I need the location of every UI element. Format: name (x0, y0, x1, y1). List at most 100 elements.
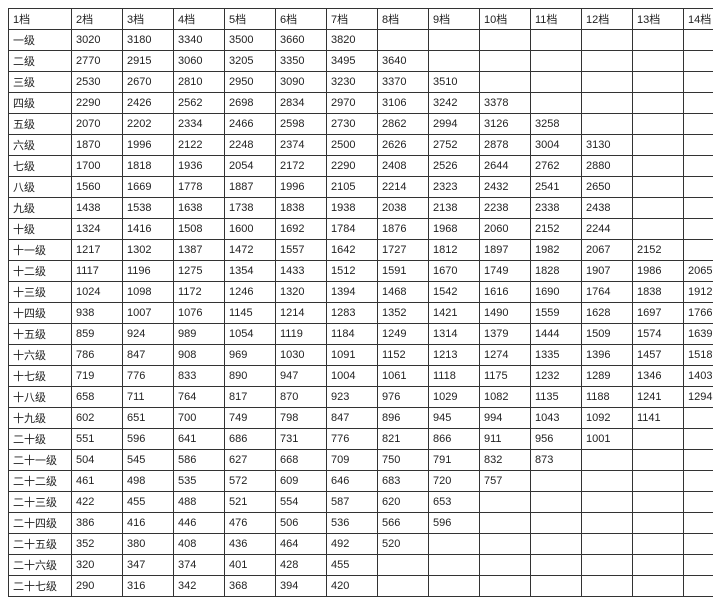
table-row: 四级229024262562269828342970310632423378 (9, 93, 713, 114)
data-cell: 2752 (429, 135, 480, 156)
data-cell: 2408 (378, 156, 429, 177)
data-cell: 2810 (174, 72, 225, 93)
data-cell: 3242 (429, 93, 480, 114)
data-cell: 1600 (225, 219, 276, 240)
data-cell: 1518 (684, 345, 713, 366)
data-cell: 1509 (582, 324, 633, 345)
data-cell (480, 72, 531, 93)
data-cell: 3106 (378, 93, 429, 114)
row-label: 十七级 (9, 366, 72, 387)
data-cell: 1421 (429, 303, 480, 324)
data-cell: 969 (225, 345, 276, 366)
data-cell: 1172 (174, 282, 225, 303)
data-cell: 3126 (480, 114, 531, 135)
data-cell: 2500 (327, 135, 378, 156)
data-cell: 554 (276, 492, 327, 513)
data-cell (429, 576, 480, 597)
table-row: 十三级1024109811721246132013941468154216161… (9, 282, 713, 303)
data-cell: 1766 (684, 303, 713, 324)
data-cell: 386 (72, 513, 123, 534)
data-cell: 2626 (378, 135, 429, 156)
data-cell: 1560 (72, 177, 123, 198)
column-header-4: 4档 (174, 9, 225, 30)
data-cell: 2880 (582, 156, 633, 177)
data-cell (531, 534, 582, 555)
data-cell: 1001 (582, 429, 633, 450)
data-cell: 1092 (582, 408, 633, 429)
data-cell: 455 (327, 555, 378, 576)
data-cell: 976 (378, 387, 429, 408)
data-cell: 1557 (276, 240, 327, 261)
data-cell: 536 (327, 513, 378, 534)
data-cell: 3004 (531, 135, 582, 156)
row-label: 二十三级 (9, 492, 72, 513)
data-cell: 1249 (378, 324, 429, 345)
data-cell: 1184 (327, 324, 378, 345)
data-cell: 749 (225, 408, 276, 429)
data-cell: 847 (327, 408, 378, 429)
data-cell: 2067 (582, 240, 633, 261)
data-cell (684, 576, 713, 597)
data-cell: 1275 (174, 261, 225, 282)
data-cell: 1004 (327, 366, 378, 387)
data-cell (684, 93, 713, 114)
data-cell (531, 51, 582, 72)
data-cell: 1141 (633, 408, 684, 429)
data-cell: 3060 (174, 51, 225, 72)
data-cell: 521 (225, 492, 276, 513)
data-cell: 786 (72, 345, 123, 366)
data-cell (582, 555, 633, 576)
row-label: 十四级 (9, 303, 72, 324)
data-cell: 798 (276, 408, 327, 429)
data-cell: 1241 (633, 387, 684, 408)
table-row: 二级2770291530603205335034953640 (9, 51, 713, 72)
data-cell (531, 93, 582, 114)
row-label: 十八级 (9, 387, 72, 408)
data-cell (582, 492, 633, 513)
table-row: 七级17001818193620542172229024082526264427… (9, 156, 713, 177)
data-cell: 1508 (174, 219, 225, 240)
data-cell: 586 (174, 450, 225, 471)
data-cell: 2770 (72, 51, 123, 72)
data-cell: 720 (429, 471, 480, 492)
data-cell: 1152 (378, 345, 429, 366)
data-cell: 1274 (480, 345, 531, 366)
data-cell: 1438 (72, 198, 123, 219)
data-cell: 352 (72, 534, 123, 555)
column-header-12: 12档 (582, 9, 633, 30)
data-cell (633, 135, 684, 156)
data-cell (684, 450, 713, 471)
data-cell: 476 (225, 513, 276, 534)
data-cell: 609 (276, 471, 327, 492)
data-cell: 870 (276, 387, 327, 408)
data-cell (531, 555, 582, 576)
data-cell (684, 51, 713, 72)
row-label: 二十五级 (9, 534, 72, 555)
table-row: 八级15601669177818871996210522142323243225… (9, 177, 713, 198)
data-cell: 2334 (174, 114, 225, 135)
data-cell: 416 (123, 513, 174, 534)
data-cell: 2862 (378, 114, 429, 135)
data-cell: 2834 (276, 93, 327, 114)
data-cell: 1490 (480, 303, 531, 324)
table-row: 十九级6026517007497988478969459941043109211… (9, 408, 713, 429)
data-cell (582, 534, 633, 555)
data-cell: 700 (174, 408, 225, 429)
row-label: 十二级 (9, 261, 72, 282)
data-cell: 3500 (225, 30, 276, 51)
data-cell (633, 450, 684, 471)
data-cell: 1996 (123, 135, 174, 156)
data-cell: 2338 (531, 198, 582, 219)
data-cell: 2214 (378, 177, 429, 198)
data-cell: 3378 (480, 93, 531, 114)
data-cell: 711 (123, 387, 174, 408)
row-label: 四级 (9, 93, 72, 114)
data-cell: 2650 (582, 177, 633, 198)
row-label: 二十二级 (9, 471, 72, 492)
data-cell: 2915 (123, 51, 174, 72)
data-cell (480, 492, 531, 513)
data-cell: 668 (276, 450, 327, 471)
data-cell: 2526 (429, 156, 480, 177)
column-header-10: 10档 (480, 9, 531, 30)
data-cell: 1670 (429, 261, 480, 282)
